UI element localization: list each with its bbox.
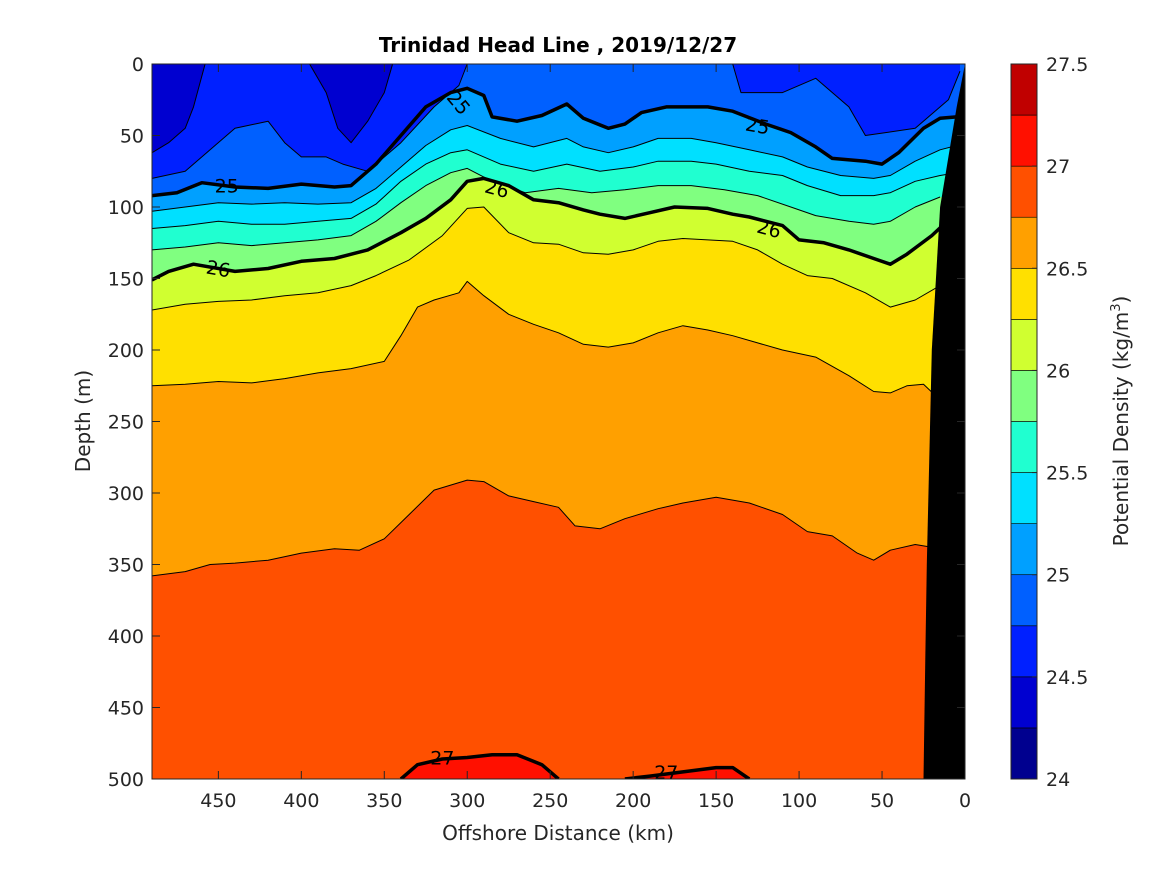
contour-line-24.5 (152, 64, 206, 154)
colorbar-segment (1010, 574, 1038, 627)
y-tick-label: 150 (108, 269, 144, 291)
colorbar-segment (1010, 63, 1038, 116)
contour-line-25.5 (152, 149, 957, 229)
y-tick-label: 350 (108, 555, 144, 577)
chart-title: Trinidad Head Line , 2019/12/27 (379, 33, 737, 57)
contour-line-26.75 (152, 479, 949, 587)
y-tick-label: 400 (108, 626, 144, 648)
colorbar-tick-label: 25.5 (1046, 463, 1088, 485)
contour-label-text: 27 (430, 748, 454, 770)
colorbar-label: Potential Density (kg/m3) (1109, 296, 1133, 547)
colorbar-segment (1010, 216, 1038, 269)
colorbar-segment (1010, 370, 1038, 422)
y-tick-label: 50 (120, 126, 144, 148)
x-tick-label: 200 (615, 790, 651, 812)
y-tick-label: 0 (132, 54, 144, 76)
contour-label: 26 (204, 257, 232, 283)
colorbar-tick-label: 26.5 (1046, 258, 1088, 280)
colorbar-label-prefix: Potential Density (kg/m (1109, 312, 1133, 547)
colorbar-label-sup: 3 (1109, 303, 1124, 311)
x-tick-label: 50 (870, 790, 894, 812)
contour-label-text: 25 (744, 114, 772, 140)
colorbar-tick-label: 24.5 (1046, 667, 1088, 689)
contour-lines (152, 64, 961, 779)
pocket-fill-24.75 (732, 64, 960, 136)
colorbar-label-suffix: ) (1109, 296, 1133, 304)
x-tick-label: 0 (959, 790, 971, 812)
contour-label: 27 (430, 748, 454, 770)
contour-line-27 (624, 765, 751, 779)
y-tick-label: 100 (108, 197, 144, 219)
contour-label: 25 (744, 114, 772, 140)
colorbar-segment (1010, 625, 1038, 678)
contour-fills (152, 64, 965, 779)
colorbar-segment (1010, 727, 1038, 780)
x-tick-label: 450 (200, 790, 236, 812)
colorbar-segment (1010, 472, 1038, 524)
colorbar-segment (1010, 319, 1038, 371)
colorbar: 24 24.5 25 25.5 26 26.5 27 27.5 (1010, 54, 1088, 791)
colorbar-segment (1010, 267, 1038, 320)
x-tick-label: 250 (532, 790, 568, 812)
contour-label-text: 27 (654, 762, 678, 784)
contour-label-text: 25 (215, 176, 239, 198)
colorbar-segment (1010, 165, 1038, 218)
contour-line-25.25 (152, 125, 957, 212)
contour-line-24.75 (732, 64, 961, 136)
colorbar-tick-label: 24 (1046, 769, 1070, 791)
x-tick-label: 100 (781, 790, 817, 812)
contour-line-26 (152, 176, 953, 282)
colorbar-tick-label: 25 (1046, 565, 1070, 587)
contour-label-text: 26 (204, 257, 232, 283)
colorbar-tick-label: 27.5 (1046, 54, 1088, 76)
y-tick-label: 450 (108, 698, 144, 720)
contour-line-24.5 (309, 64, 394, 144)
x-tick-label: 350 (366, 790, 402, 812)
colorbar-tick-label: 27 (1046, 156, 1070, 178)
contour-line-25.75 (152, 167, 941, 251)
contour-line-25 (152, 86, 957, 198)
contour-line-24.75 (152, 64, 468, 179)
contour-line-26.25 (152, 206, 941, 311)
colorbar-segment (1010, 523, 1038, 576)
x-tick-label: 300 (449, 790, 485, 812)
y-tick-label: 200 (108, 340, 144, 362)
y-axis: 0 50 100 150 200 250 300 350 400 450 500 (108, 54, 965, 791)
colorbar-segment (1010, 114, 1038, 167)
y-tick-label: 250 (108, 412, 144, 434)
contour-line-27 (399, 752, 560, 779)
x-axis: 450 400 350 300 250 200 150 100 50 0 (200, 64, 971, 812)
y-axis-label: Depth (m) (71, 370, 95, 472)
pocket-fill-24.5 (309, 64, 393, 143)
colorbar-frame (1010, 63, 1038, 780)
colorbar-segment (1010, 676, 1038, 729)
y-tick-label: 500 (108, 769, 144, 791)
colorbar-segment (1010, 421, 1038, 473)
contour-label: 27 (654, 762, 678, 784)
colorbar-tick-label: 26 (1046, 360, 1070, 382)
contour-line-26.5 (152, 280, 941, 401)
x-tick-label: 400 (283, 790, 319, 812)
bathymetry-layer (923, 64, 965, 779)
contour-label: 25 (215, 176, 239, 198)
x-tick-label: 150 (698, 790, 734, 812)
x-axis-label: Offshore Distance (km) (442, 821, 674, 845)
y-tick-label: 300 (108, 483, 144, 505)
bathymetry (923, 64, 965, 779)
